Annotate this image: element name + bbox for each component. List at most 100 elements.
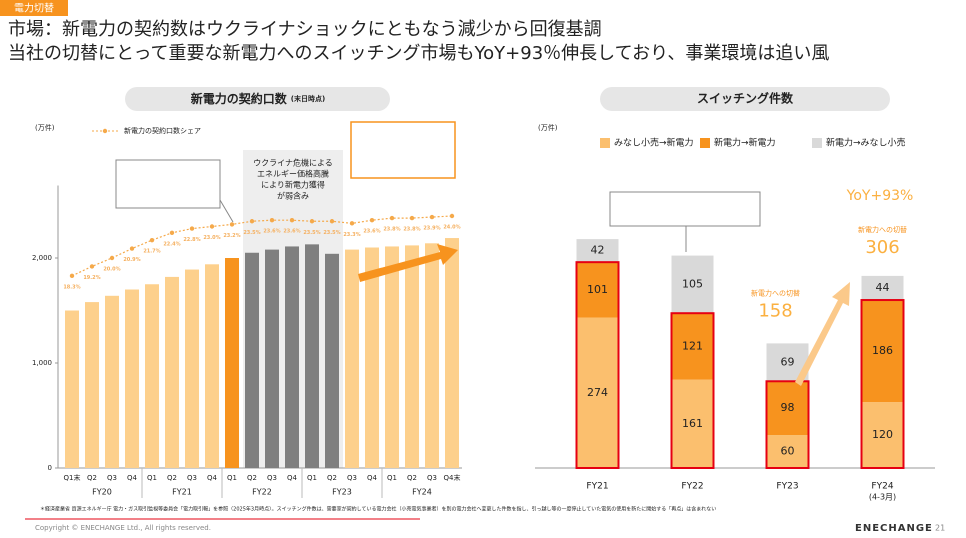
connector	[219, 199, 234, 223]
bar	[145, 284, 159, 468]
share-label: 20.0%	[103, 267, 120, 273]
x-tick-label: Q3	[347, 474, 357, 482]
share-label: 23.8%	[383, 227, 400, 233]
x-tick-label: FY21	[586, 482, 608, 492]
x-tick-label: FY22	[681, 482, 703, 492]
y-tick-label: 0	[48, 464, 52, 472]
segment-label: 60	[781, 445, 795, 458]
legend-swatch	[700, 138, 710, 148]
bar	[445, 238, 459, 468]
page-number: 21	[935, 524, 945, 533]
chart-title-note: (末日時点)	[291, 94, 325, 103]
legend-swatch	[600, 138, 610, 148]
annotation: エネルギー価格高騰	[257, 169, 329, 179]
share-dot	[209, 224, 215, 229]
annotation-box	[350, 121, 456, 179]
x-tick-label: Q3	[107, 474, 117, 482]
footnote: ＊経済産業省 資源エネルギー庁 電力・ガス取引監視等委員会「電力取引報」を参照（…	[40, 506, 716, 513]
share-dot	[309, 219, 315, 224]
bar-segment	[861, 300, 904, 403]
share-label: 22.4%	[163, 241, 180, 247]
copyright: Copyright © ENECHANGE Ltd., All rights r…	[35, 524, 211, 532]
share-dot	[149, 237, 155, 243]
fiscal-year-label: FY22	[252, 488, 272, 497]
segment-label: 161	[682, 417, 703, 430]
highlight-outline	[575, 261, 620, 469]
x-tick-label: Q4末	[444, 473, 461, 482]
share-dot	[409, 215, 415, 221]
share-label: 23.8%	[403, 227, 420, 233]
x-tick-label: FY23	[776, 482, 798, 492]
share-label: 18.3%	[63, 284, 80, 290]
x-tick-label: Q1	[227, 474, 237, 482]
share-dot	[449, 213, 455, 219]
bar	[165, 276, 179, 468]
x-tick-label: Q1	[307, 474, 317, 482]
share-line	[71, 215, 453, 277]
share-dot	[369, 218, 375, 223]
yoy-label: YoY+93%	[846, 188, 914, 204]
y-tick-label: 2,000	[32, 254, 52, 262]
chart-title: 新電力の契約口数 (末日時点)	[191, 91, 325, 106]
bar-segment	[861, 275, 904, 301]
title-line: 市場：新電力の契約数はウクライナショックにともなう減少から回復基調	[8, 19, 602, 40]
share-label: 23.9%	[423, 226, 440, 232]
share-dot	[229, 222, 235, 227]
chart-title: スイッチング件数	[697, 91, 794, 106]
bar	[65, 310, 79, 468]
share-label: 23.5%	[303, 230, 320, 236]
bar-segment	[861, 402, 904, 468]
annotation: ウクライナ危機による	[253, 158, 333, 168]
share-dot	[109, 255, 115, 261]
segment-label: 274	[587, 386, 608, 399]
bar-segment	[576, 317, 619, 468]
fiscal-year-label: FY24	[412, 488, 432, 497]
total-value: 158	[758, 300, 792, 321]
highlight-outline	[860, 299, 905, 470]
share-dot	[429, 214, 435, 220]
bar	[285, 246, 299, 468]
bar-segment	[576, 239, 619, 263]
share-label: 22.8%	[183, 237, 200, 243]
annotation: が弱含み	[277, 191, 309, 201]
bar	[205, 264, 219, 468]
share-dot	[389, 215, 395, 221]
share-dot	[69, 273, 75, 279]
highlight-outline	[765, 380, 810, 469]
x-tick-label: Q3	[427, 474, 437, 482]
highlight-outline	[670, 312, 715, 470]
share-label: 23.6%	[263, 229, 280, 235]
share-label: 24.0%	[443, 225, 460, 231]
x-tick-label: Q2	[407, 474, 417, 482]
total-value: 306	[865, 237, 899, 258]
share-label: 23.0%	[203, 235, 220, 241]
x-tick-label: Q4	[287, 474, 298, 482]
right-chart: みなし小売→新電力 新電力→新電力 新電力→みなし小売 274 101 42 FY21 161…	[535, 137, 935, 502]
share-dot	[189, 226, 195, 231]
tag: 電力切替	[14, 2, 54, 15]
segment-label: 69	[781, 355, 795, 368]
tag-bg	[0, 0, 68, 16]
segment-label: 186	[872, 344, 893, 357]
bar	[325, 253, 339, 468]
chart-title-bg	[600, 87, 890, 111]
annotation-box	[115, 159, 221, 209]
share-label: 23.5%	[243, 230, 260, 236]
left-chart: 0 1,000 2,000 Q1末 Q2 Q3 Q4 Q1 Q2 Q3 Q4 Q1 Q2 Q3 Q4 Q1 Q2…	[32, 126, 462, 498]
share-dot	[169, 230, 175, 235]
segment-label: 120	[872, 428, 893, 441]
share-label: 23.5%	[323, 230, 340, 236]
bar-segment	[671, 379, 714, 468]
y-tick-label: 1,000	[32, 359, 52, 367]
fiscal-year-label: FY20	[92, 488, 112, 497]
bar-segment	[671, 255, 714, 314]
bar-segment	[576, 262, 619, 318]
trend-arrow	[795, 282, 850, 386]
x-tick-label: Q4	[367, 474, 378, 482]
legend-swatch	[812, 138, 822, 148]
bar	[85, 302, 99, 468]
annotation: により新電力獲得	[261, 180, 325, 190]
logo: ENECHANGE	[855, 523, 933, 534]
share-dot	[349, 221, 355, 226]
